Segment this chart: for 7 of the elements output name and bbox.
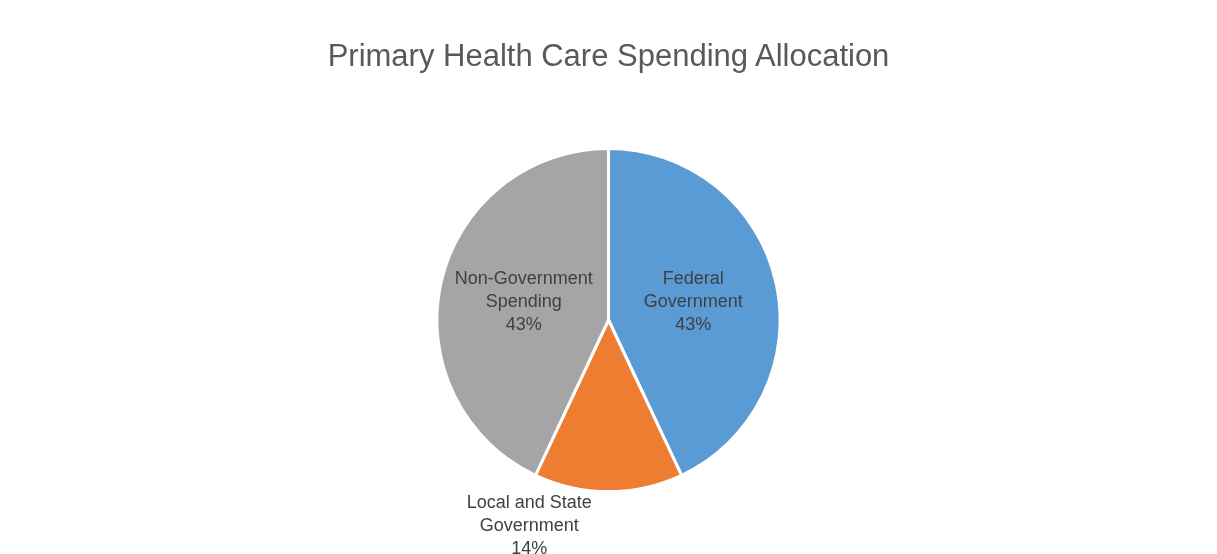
slice-label: Local and State Government — [466, 491, 592, 535]
slice-label: Federal Government — [643, 267, 743, 312]
data-label: 43% — [675, 314, 712, 335]
slice-label: Non-Government Spending — [454, 267, 593, 312]
data-label: 43% — [505, 314, 542, 335]
chart-title: Primary Health Care Spending Allocation — [327, 38, 890, 74]
data-label: 14% — [511, 538, 548, 554]
